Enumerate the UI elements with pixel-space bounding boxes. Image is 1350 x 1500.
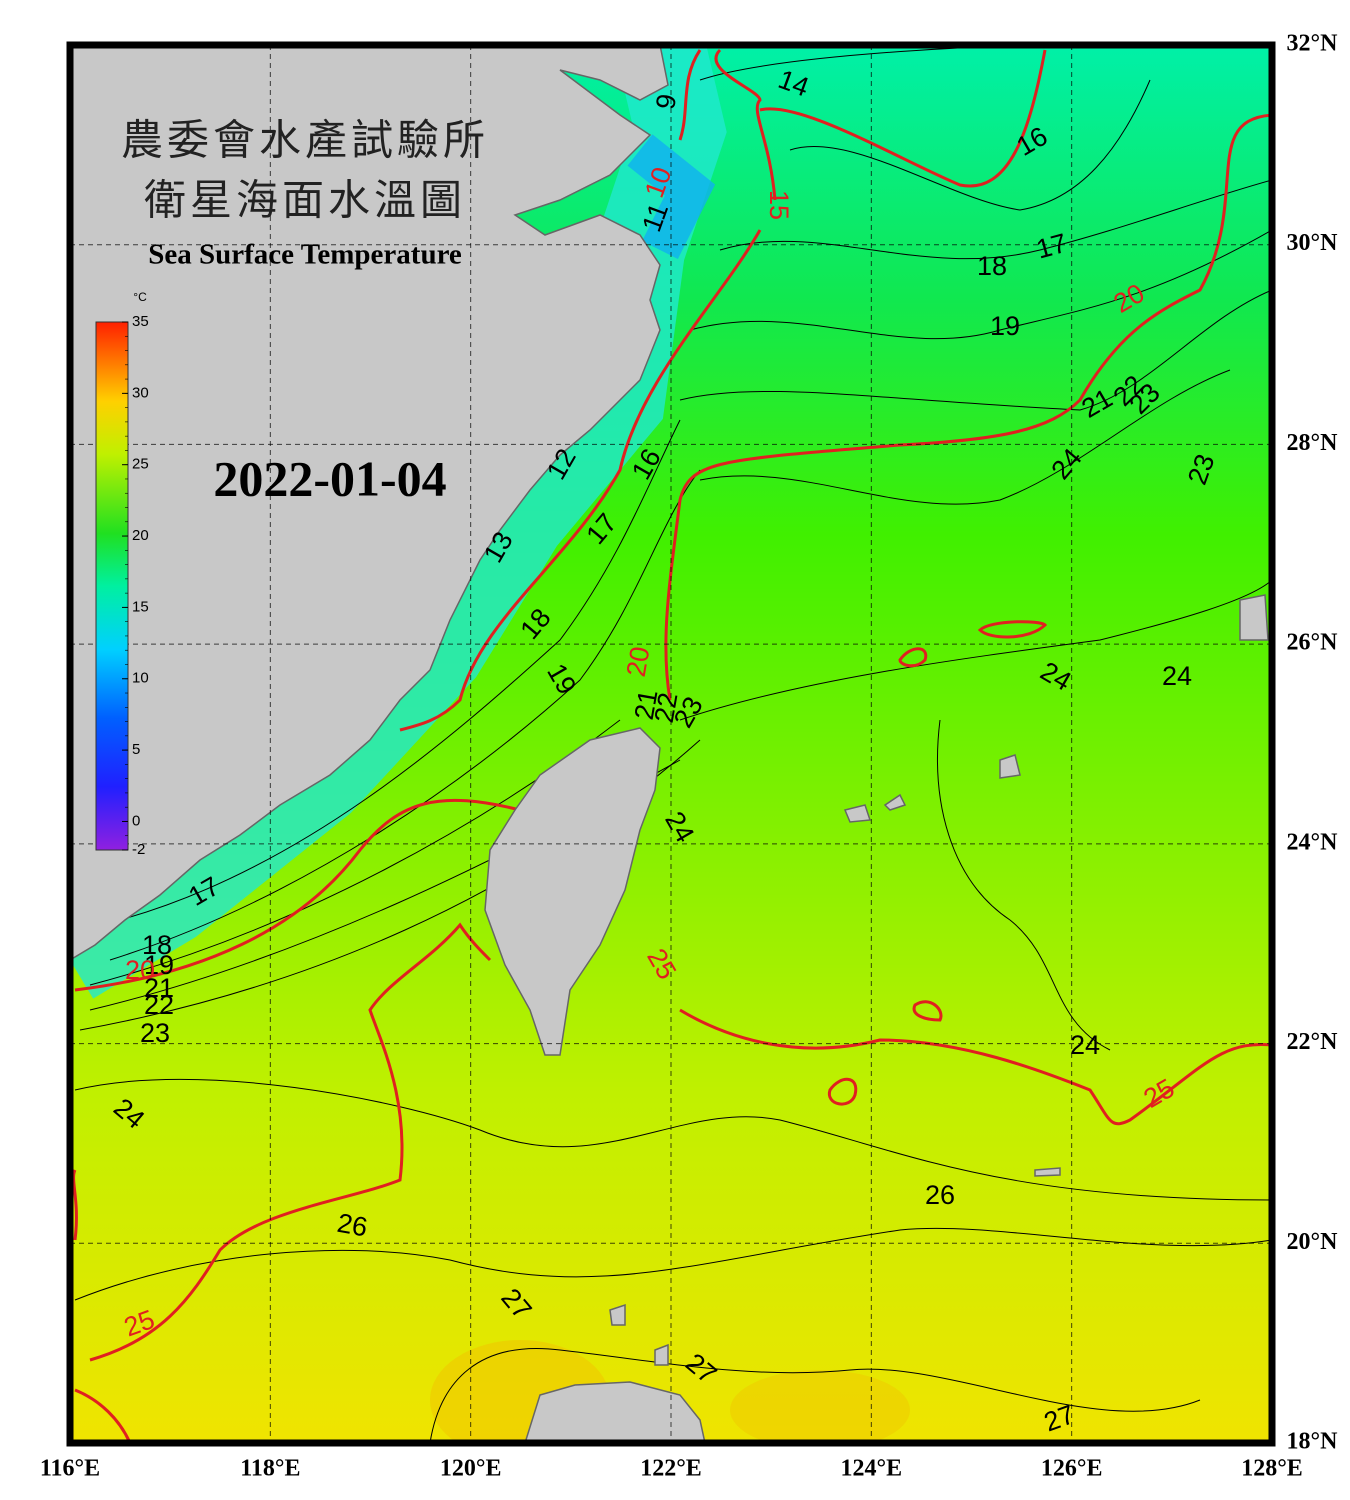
isotherm-15 [759,49,1047,188]
date: 2022-01-04 [213,450,446,506]
colorbar-tick-label: 15 [132,598,149,615]
isotherm-25 [89,922,492,1362]
lat-label: 20°N [1287,1229,1339,1255]
isotherm [119,419,681,921]
colorbar [95,321,129,851]
isotherm [74,1078,1272,1201]
axis-labels: 116°E 118°E 120°E 122°E 124°E 126°E 128°E 32°N 3… [40,31,1338,1482]
land-china [70,45,669,961]
isotherm [109,469,701,961]
isotherm-20 [977,620,1048,639]
lon-label: 124°E [841,1456,903,1482]
land-island [1034,1167,1061,1177]
colorbar-tick-label: 5 [132,741,140,758]
isotherm-25 [72,1169,78,1241]
isotherm [719,179,1272,260]
isotherm-15 [714,48,777,201]
isotherm-20 [664,113,1272,701]
colorbar-tick-label: -2 [132,841,145,858]
lon-label: 118°E [240,1456,300,1482]
land-island [1239,594,1269,641]
contour-label: 24 [1162,661,1192,691]
lat-label: 30°N [1287,230,1339,256]
subtitle-chinese: 衛星海面水溫圖 [144,179,466,225]
isotherm [679,289,1272,411]
contour-label: 26 [335,1208,370,1243]
land-island [654,1343,669,1366]
isotherm [789,79,1151,211]
colorbar-tick-label: 0 [132,812,140,829]
isotherm-10 [678,49,702,141]
lat-label: 28°N [1287,430,1339,456]
contour-label: 20 [621,644,656,679]
title-chinese: 農委會水產試驗所 [121,118,489,165]
colorbar-tick-label: 25 [132,456,149,473]
lon-label: 116°E [40,1456,100,1482]
contour-label: 19 [144,950,174,980]
contour-label: 18 [142,930,172,960]
isotherm-15 [399,229,762,732]
contour-label: 21 [629,687,664,722]
contour-label: 21 [144,973,174,1003]
lat-label: 26°N [1287,630,1339,656]
lon-label: 122°E [640,1456,702,1482]
contour-label: 23 [140,1018,170,1048]
isotherm-20 [898,647,928,668]
isotherm [689,229,1272,340]
lat-label: 32°N [1287,31,1339,57]
isotherm-25 [74,1388,132,1443]
colorbar-tick-label: 10 [132,670,149,687]
isotherm-25 [679,1008,1272,1126]
contour-label: 26 [925,1180,955,1210]
isotherm-25 [912,1000,943,1022]
land-island [999,754,1021,779]
title-english: Sea Surface Temperature [148,239,462,271]
isotherm-25 [827,1077,858,1106]
land-taiwan [484,727,661,1056]
lat-label: 18°N [1287,1429,1339,1455]
isotherm [937,719,1111,1051]
isotherm [699,369,1231,505]
lat-label: 22°N [1287,1029,1339,1055]
warm-patch [730,1370,910,1443]
contour-label: 18 [977,251,1007,281]
land-island [883,793,907,811]
colorbar-unit: °C [133,290,147,304]
isotherm [429,1348,1201,1443]
colorbar-tick-label: 20 [132,527,149,544]
contour-label: 9 [650,92,682,112]
contour-label: 15 [764,190,794,220]
contour-label: 20 [125,955,155,985]
land-luzon [524,1381,706,1443]
lon-label: 126°E [1041,1456,1103,1482]
isotherm [679,579,1272,721]
colorbar-tick-label: 30 [132,384,149,401]
isotherm-20 [74,798,521,992]
contour-label: 19 [990,311,1020,341]
colorbar-ticks: 35 30 25 20 15 10 5 0 -2 [122,313,149,858]
graticule [70,45,1272,1443]
lon-label: 120°E [440,1456,502,1482]
map-frame [66,41,1276,1447]
estuary-cold-water [627,134,716,259]
isotherm [74,1227,1272,1301]
land-island [843,804,872,823]
lat-label: 24°N [1287,829,1339,855]
colorbar-tick-label: 35 [132,313,149,330]
contour-label: 22 [649,690,684,725]
land-island [609,1303,626,1326]
lon-label: 128°E [1241,1456,1303,1482]
contour-label: 24 [1070,1030,1100,1060]
contour-label: 22 [144,990,174,1020]
